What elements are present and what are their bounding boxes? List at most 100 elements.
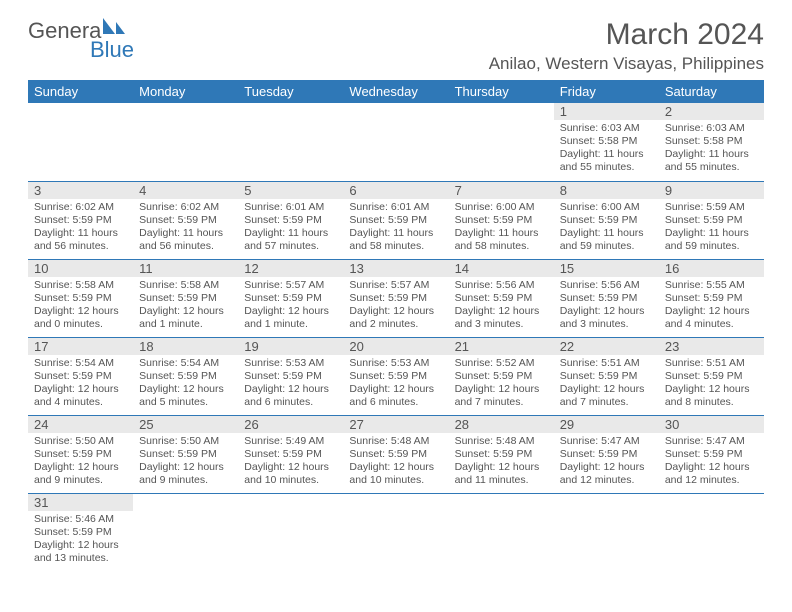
sunset-text: Sunset: 5:59 PM <box>455 214 548 227</box>
calendar-cell: 8Sunrise: 6:00 AMSunset: 5:59 PMDaylight… <box>554 181 659 259</box>
day-details: Sunrise: 5:53 AMSunset: 5:59 PMDaylight:… <box>343 355 448 414</box>
daylight-text: Daylight: 12 hours and 10 minutes. <box>349 461 442 487</box>
day-details: Sunrise: 5:49 AMSunset: 5:59 PMDaylight:… <box>238 433 343 492</box>
day-details: Sunrise: 5:50 AMSunset: 5:59 PMDaylight:… <box>133 433 238 492</box>
sunrise-text: Sunrise: 6:00 AM <box>455 201 548 214</box>
daylight-text: Daylight: 12 hours and 7 minutes. <box>560 383 653 409</box>
daylight-text: Daylight: 12 hours and 13 minutes. <box>34 539 127 565</box>
daylight-text: Daylight: 11 hours and 59 minutes. <box>665 227 758 253</box>
sunrise-text: Sunrise: 5:51 AM <box>560 357 653 370</box>
calendar-week: 31Sunrise: 5:46 AMSunset: 5:59 PMDayligh… <box>28 493 764 571</box>
day-details: Sunrise: 6:00 AMSunset: 5:59 PMDaylight:… <box>554 199 659 258</box>
day-number: 13 <box>343 260 448 277</box>
sunrise-text: Sunrise: 5:46 AM <box>34 513 127 526</box>
day-number: 29 <box>554 416 659 433</box>
calendar-cell: 15Sunrise: 5:56 AMSunset: 5:59 PMDayligh… <box>554 259 659 337</box>
calendar-cell: 29Sunrise: 5:47 AMSunset: 5:59 PMDayligh… <box>554 415 659 493</box>
calendar-cell: 4Sunrise: 6:02 AMSunset: 5:59 PMDaylight… <box>133 181 238 259</box>
sunset-text: Sunset: 5:59 PM <box>349 292 442 305</box>
day-details: Sunrise: 5:56 AMSunset: 5:59 PMDaylight:… <box>449 277 554 336</box>
sunrise-text: Sunrise: 5:57 AM <box>244 279 337 292</box>
day-number: 4 <box>133 182 238 199</box>
day-details: Sunrise: 6:03 AMSunset: 5:58 PMDaylight:… <box>659 120 764 179</box>
sunset-text: Sunset: 5:59 PM <box>244 292 337 305</box>
calendar-cell: 18Sunrise: 5:54 AMSunset: 5:59 PMDayligh… <box>133 337 238 415</box>
brand-part2: Blue <box>90 40 134 61</box>
day-details: Sunrise: 5:53 AMSunset: 5:59 PMDaylight:… <box>238 355 343 414</box>
calendar-cell: 31Sunrise: 5:46 AMSunset: 5:59 PMDayligh… <box>28 493 133 571</box>
calendar-week: 17Sunrise: 5:54 AMSunset: 5:59 PMDayligh… <box>28 337 764 415</box>
calendar-cell: 21Sunrise: 5:52 AMSunset: 5:59 PMDayligh… <box>449 337 554 415</box>
day-number: 5 <box>238 182 343 199</box>
sunrise-text: Sunrise: 5:48 AM <box>455 435 548 448</box>
calendar-cell: 7Sunrise: 6:00 AMSunset: 5:59 PMDaylight… <box>449 181 554 259</box>
calendar-cell <box>133 493 238 571</box>
sunrise-text: Sunrise: 5:54 AM <box>34 357 127 370</box>
day-details: Sunrise: 6:01 AMSunset: 5:59 PMDaylight:… <box>238 199 343 258</box>
daylight-text: Daylight: 12 hours and 10 minutes. <box>244 461 337 487</box>
daylight-text: Daylight: 12 hours and 2 minutes. <box>349 305 442 331</box>
calendar-cell: 23Sunrise: 5:51 AMSunset: 5:59 PMDayligh… <box>659 337 764 415</box>
day-details: Sunrise: 5:58 AMSunset: 5:59 PMDaylight:… <box>28 277 133 336</box>
sunrise-text: Sunrise: 5:55 AM <box>665 279 758 292</box>
sunset-text: Sunset: 5:59 PM <box>244 214 337 227</box>
daylight-text: Daylight: 11 hours and 55 minutes. <box>665 148 758 174</box>
calendar-cell: 1Sunrise: 6:03 AMSunset: 5:58 PMDaylight… <box>554 103 659 181</box>
day-header: Thursday <box>449 80 554 103</box>
sunrise-text: Sunrise: 5:47 AM <box>665 435 758 448</box>
day-header: Monday <box>133 80 238 103</box>
daylight-text: Daylight: 12 hours and 3 minutes. <box>560 305 653 331</box>
calendar-head: SundayMondayTuesdayWednesdayThursdayFrid… <box>28 80 764 103</box>
sunset-text: Sunset: 5:59 PM <box>560 214 653 227</box>
day-details: Sunrise: 5:48 AMSunset: 5:59 PMDaylight:… <box>343 433 448 492</box>
day-number: 22 <box>554 338 659 355</box>
daylight-text: Daylight: 12 hours and 0 minutes. <box>34 305 127 331</box>
sunrise-text: Sunrise: 6:01 AM <box>349 201 442 214</box>
day-details: Sunrise: 5:47 AMSunset: 5:59 PMDaylight:… <box>659 433 764 492</box>
sail-icon <box>101 16 127 40</box>
day-details: Sunrise: 6:02 AMSunset: 5:59 PMDaylight:… <box>28 199 133 258</box>
daylight-text: Daylight: 12 hours and 6 minutes. <box>349 383 442 409</box>
calendar-cell: 19Sunrise: 5:53 AMSunset: 5:59 PMDayligh… <box>238 337 343 415</box>
day-header: Saturday <box>659 80 764 103</box>
day-number: 8 <box>554 182 659 199</box>
sunrise-text: Sunrise: 5:48 AM <box>349 435 442 448</box>
sunset-text: Sunset: 5:59 PM <box>455 292 548 305</box>
location: Anilao, Western Visayas, Philippines <box>489 54 764 74</box>
calendar-cell: 2Sunrise: 6:03 AMSunset: 5:58 PMDaylight… <box>659 103 764 181</box>
day-details: Sunrise: 5:54 AMSunset: 5:59 PMDaylight:… <box>28 355 133 414</box>
page-title: March 2024 <box>489 18 764 52</box>
sunrise-text: Sunrise: 5:56 AM <box>560 279 653 292</box>
daylight-text: Daylight: 12 hours and 9 minutes. <box>139 461 232 487</box>
calendar-cell: 10Sunrise: 5:58 AMSunset: 5:59 PMDayligh… <box>28 259 133 337</box>
sunset-text: Sunset: 5:59 PM <box>34 292 127 305</box>
sunrise-text: Sunrise: 6:02 AM <box>34 201 127 214</box>
daylight-text: Daylight: 12 hours and 11 minutes. <box>455 461 548 487</box>
sunrise-text: Sunrise: 5:58 AM <box>139 279 232 292</box>
day-details: Sunrise: 5:57 AMSunset: 5:59 PMDaylight:… <box>343 277 448 336</box>
day-details: Sunrise: 5:58 AMSunset: 5:59 PMDaylight:… <box>133 277 238 336</box>
day-details: Sunrise: 5:52 AMSunset: 5:59 PMDaylight:… <box>449 355 554 414</box>
calendar-cell: 24Sunrise: 5:50 AMSunset: 5:59 PMDayligh… <box>28 415 133 493</box>
sunset-text: Sunset: 5:59 PM <box>455 370 548 383</box>
sunrise-text: Sunrise: 5:56 AM <box>455 279 548 292</box>
day-number: 28 <box>449 416 554 433</box>
day-details: Sunrise: 6:01 AMSunset: 5:59 PMDaylight:… <box>343 199 448 258</box>
sunset-text: Sunset: 5:59 PM <box>34 214 127 227</box>
calendar-cell: 26Sunrise: 5:49 AMSunset: 5:59 PMDayligh… <box>238 415 343 493</box>
daylight-text: Daylight: 12 hours and 12 minutes. <box>560 461 653 487</box>
sunset-text: Sunset: 5:59 PM <box>665 448 758 461</box>
calendar-cell: 11Sunrise: 5:58 AMSunset: 5:59 PMDayligh… <box>133 259 238 337</box>
calendar-cell: 25Sunrise: 5:50 AMSunset: 5:59 PMDayligh… <box>133 415 238 493</box>
calendar-cell <box>238 493 343 571</box>
calendar-cell: 13Sunrise: 5:57 AMSunset: 5:59 PMDayligh… <box>343 259 448 337</box>
day-number: 23 <box>659 338 764 355</box>
day-details: Sunrise: 6:00 AMSunset: 5:59 PMDaylight:… <box>449 199 554 258</box>
day-number: 6 <box>343 182 448 199</box>
sunset-text: Sunset: 5:59 PM <box>665 214 758 227</box>
calendar-cell: 6Sunrise: 6:01 AMSunset: 5:59 PMDaylight… <box>343 181 448 259</box>
day-details: Sunrise: 5:55 AMSunset: 5:59 PMDaylight:… <box>659 277 764 336</box>
calendar-cell <box>133 103 238 181</box>
sunrise-text: Sunrise: 6:03 AM <box>665 122 758 135</box>
day-number: 30 <box>659 416 764 433</box>
